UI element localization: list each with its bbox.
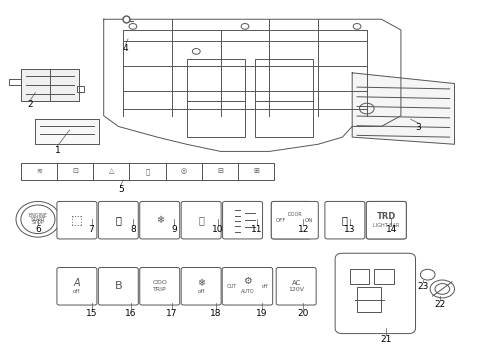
Text: 9: 9 (172, 225, 177, 234)
Text: 15: 15 (86, 309, 98, 318)
Text: ⬦: ⬦ (146, 168, 149, 175)
Text: 16: 16 (125, 309, 136, 318)
FancyBboxPatch shape (325, 202, 365, 239)
Text: 🚘: 🚘 (115, 215, 121, 225)
FancyBboxPatch shape (140, 267, 180, 305)
Text: 18: 18 (210, 309, 221, 318)
Text: 20: 20 (298, 309, 309, 318)
FancyBboxPatch shape (357, 287, 381, 312)
Text: off: off (261, 284, 268, 289)
Text: 12: 12 (298, 225, 309, 234)
Text: △: △ (109, 168, 114, 175)
Text: ⊡: ⊡ (72, 168, 78, 175)
FancyBboxPatch shape (98, 267, 138, 305)
FancyBboxPatch shape (21, 163, 274, 180)
Text: 11: 11 (251, 225, 263, 234)
Ellipse shape (21, 205, 55, 234)
FancyBboxPatch shape (367, 202, 406, 239)
Text: ON: ON (305, 218, 314, 223)
FancyBboxPatch shape (374, 269, 393, 284)
Circle shape (435, 284, 450, 294)
Text: 2: 2 (28, 100, 33, 109)
Text: 1: 1 (54, 146, 60, 155)
Polygon shape (21, 69, 79, 102)
FancyBboxPatch shape (255, 102, 313, 137)
Ellipse shape (16, 202, 60, 237)
Text: 19: 19 (256, 309, 268, 318)
Text: off: off (73, 289, 80, 294)
Text: AC: AC (292, 280, 301, 286)
FancyBboxPatch shape (181, 202, 221, 239)
Text: 6: 6 (35, 225, 41, 234)
FancyBboxPatch shape (271, 202, 318, 239)
Text: STOP: STOP (31, 220, 44, 225)
FancyBboxPatch shape (98, 202, 138, 239)
FancyBboxPatch shape (271, 202, 311, 239)
FancyBboxPatch shape (367, 202, 406, 239)
Polygon shape (35, 119, 99, 144)
Text: B: B (115, 281, 122, 291)
Text: 8: 8 (130, 225, 136, 234)
Text: ODO: ODO (152, 280, 167, 285)
Text: off: off (197, 289, 205, 294)
FancyBboxPatch shape (222, 202, 263, 239)
Text: OUT: OUT (227, 284, 237, 289)
FancyBboxPatch shape (140, 202, 180, 239)
Text: 10: 10 (213, 225, 224, 234)
Polygon shape (352, 73, 455, 144)
Text: TRD: TRD (377, 212, 396, 221)
Text: 3: 3 (415, 123, 421, 132)
FancyBboxPatch shape (350, 269, 369, 284)
FancyBboxPatch shape (57, 202, 97, 239)
Text: ⬚: ⬚ (71, 214, 83, 227)
Text: ✋: ✋ (198, 215, 204, 225)
Circle shape (420, 269, 435, 280)
Text: 22: 22 (434, 300, 445, 309)
FancyBboxPatch shape (57, 267, 97, 305)
FancyBboxPatch shape (181, 267, 221, 305)
Text: START: START (30, 217, 46, 222)
Text: 🔊: 🔊 (342, 215, 348, 225)
Text: ⚙: ⚙ (243, 276, 252, 286)
Text: ⊞: ⊞ (253, 168, 259, 175)
FancyBboxPatch shape (222, 267, 272, 305)
Text: DOOR: DOOR (288, 212, 302, 217)
FancyBboxPatch shape (255, 59, 313, 102)
Text: ⊟: ⊟ (217, 168, 223, 175)
FancyBboxPatch shape (187, 102, 245, 137)
Text: 120V: 120V (288, 287, 304, 292)
Text: ≋: ≋ (36, 168, 42, 175)
Text: 7: 7 (89, 225, 95, 234)
FancyBboxPatch shape (187, 59, 245, 102)
Text: A: A (74, 278, 80, 288)
Text: 5: 5 (118, 185, 123, 194)
Text: ❄: ❄ (156, 215, 164, 225)
Text: OFF: OFF (276, 218, 287, 223)
Circle shape (430, 280, 455, 298)
Text: TRIP: TRIP (153, 287, 167, 292)
Text: 23: 23 (417, 282, 429, 291)
Text: 21: 21 (381, 336, 392, 345)
Text: 13: 13 (344, 225, 356, 234)
FancyBboxPatch shape (276, 267, 316, 305)
FancyBboxPatch shape (335, 253, 416, 334)
Text: ❄: ❄ (197, 278, 205, 288)
FancyBboxPatch shape (9, 79, 21, 85)
Text: 17: 17 (166, 309, 178, 318)
Text: ENGINE: ENGINE (28, 213, 48, 218)
Text: 14: 14 (386, 225, 397, 234)
Text: ◎: ◎ (181, 168, 187, 175)
Text: 4: 4 (123, 44, 128, 53)
Text: LIGHT BAR: LIGHT BAR (373, 223, 399, 228)
FancyBboxPatch shape (77, 86, 84, 93)
Text: AUTO: AUTO (241, 289, 254, 294)
